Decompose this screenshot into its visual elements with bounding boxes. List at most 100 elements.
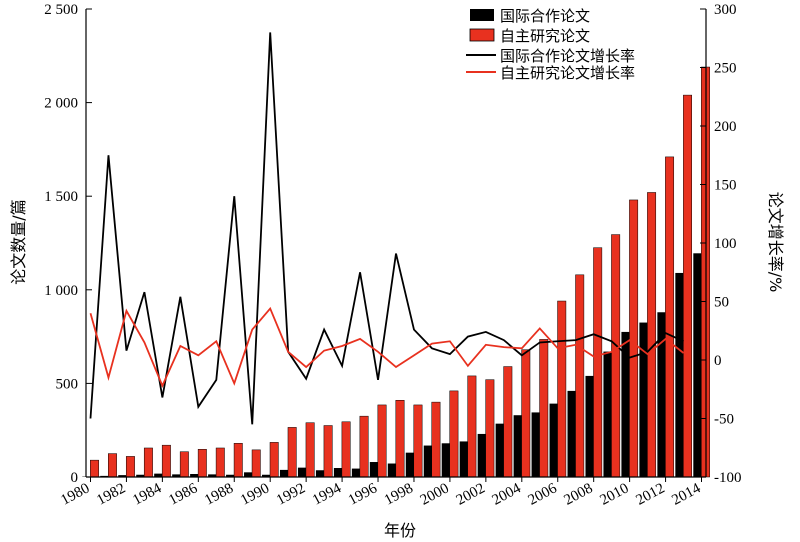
x-tick-label-2004: 2004 — [490, 480, 524, 508]
bar-intl-1984 — [154, 473, 163, 477]
bar-own-1982 — [125, 456, 135, 478]
x-tick-label-1984: 1984 — [130, 480, 164, 508]
x-tick-label-2012: 2012 — [633, 480, 667, 508]
bar-own-1986 — [197, 449, 207, 478]
bar-own-2003 — [503, 366, 513, 478]
bar-intl-2004 — [513, 415, 522, 477]
bar-own-1994 — [341, 421, 351, 478]
y-left-tick-label-2000: 2 000 — [44, 96, 78, 112]
y-right-tick-label-200: 200 — [714, 119, 737, 135]
legend: 国际合作论文 自主研究论文 国际合作论文增长率 自主研究论文增长率 — [466, 7, 635, 82]
bar-own-2005 — [539, 339, 549, 478]
line-intl-growth — [89, 32, 684, 425]
bar-own-2000 — [449, 390, 459, 478]
x-tick-label-2014: 2014 — [669, 480, 703, 508]
x-tick-label-2010: 2010 — [598, 480, 632, 508]
bar-intl-2005 — [531, 412, 540, 477]
x-tick-label-2008: 2008 — [562, 480, 596, 508]
bar-own-1987 — [215, 447, 225, 478]
y-right-tick-label--100: -100 — [714, 470, 742, 486]
bars-layer — [82, 66, 710, 478]
bar-intl-1998 — [405, 452, 415, 477]
bar-own-1991 — [287, 427, 297, 478]
legend-label-own-growth: 自主研究论文增长率 — [500, 64, 635, 82]
legend-label-intl-growth: 国际合作论文增长率 — [500, 47, 635, 65]
bar-intl-1986 — [190, 474, 199, 477]
bar-intl-2000 — [441, 443, 451, 477]
bar-own-2011 — [647, 192, 657, 478]
bar-intl-2010 — [621, 331, 630, 477]
x-tick-label-1980: 1980 — [58, 480, 92, 508]
y-left-tick-label-500: 500 — [56, 376, 79, 392]
y-right-tick-label-150: 150 — [714, 178, 737, 194]
bar-intl-1995 — [351, 468, 361, 477]
bar-own-1999 — [431, 401, 441, 478]
line-own-growth — [89, 306, 685, 389]
bar-intl-1997 — [387, 463, 397, 477]
bar-intl-2001 — [459, 441, 469, 477]
bar-intl-1985 — [172, 474, 181, 477]
bar-intl-2003 — [495, 423, 505, 477]
y-left-tick-label-2500: 2 500 — [44, 2, 78, 18]
bar-intl-1987 — [208, 474, 217, 477]
bar-own-1993 — [323, 425, 333, 478]
bar-intl-1996 — [369, 462, 379, 477]
bar-own-1992 — [305, 422, 315, 478]
y-right-tick-label-300: 300 — [714, 2, 737, 18]
bar-intl-1990 — [262, 474, 271, 477]
bar-own-1989 — [251, 449, 261, 478]
bar-own-2007 — [575, 274, 585, 478]
bar-own-1985 — [179, 451, 189, 478]
bar-own-2004 — [521, 349, 531, 478]
bar-own-2001 — [467, 375, 477, 478]
bar-own-1981 — [108, 453, 117, 478]
bar-own-2010 — [629, 199, 639, 478]
y-left-tick-label-1500: 1 500 — [44, 189, 78, 205]
bar-intl-1989 — [244, 472, 253, 477]
bar-own-2002 — [485, 379, 495, 478]
bar-intl-1988 — [226, 474, 235, 477]
bar-intl-2008 — [585, 375, 594, 477]
x-tick-label-1998: 1998 — [382, 480, 416, 508]
bar-own-1984 — [161, 444, 171, 478]
bar-own-1988 — [233, 443, 243, 478]
bar-own-2013 — [683, 94, 692, 478]
lines-layer — [89, 32, 685, 425]
x-tick-label-1992: 1992 — [274, 480, 308, 508]
legend-swatch-own-papers — [469, 28, 495, 42]
x-tick-label-1994: 1994 — [310, 480, 344, 508]
legend-label-own-papers: 自主研究论文 — [500, 27, 590, 45]
y-right-tick-label-100: 100 — [714, 236, 737, 252]
y-right-tick-label-0: 0 — [714, 353, 722, 369]
bar-intl-2012 — [657, 312, 666, 477]
bar-intl-2014 — [693, 253, 702, 477]
y-right-tick-label-250: 250 — [714, 61, 737, 77]
y-left-tick-label-1000: 1 000 — [44, 283, 78, 299]
bar-own-2008 — [593, 247, 603, 478]
bar-intl-1992 — [297, 467, 307, 477]
bar-intl-2002 — [477, 433, 487, 477]
x-tick-label-1988: 1988 — [202, 480, 236, 508]
x-tick-label-1996: 1996 — [346, 480, 380, 508]
bar-own-2012 — [665, 156, 675, 478]
bar-intl-2009 — [603, 351, 612, 477]
axes-layer — [85, 8, 707, 482]
bar-intl-1993 — [315, 470, 325, 477]
x-tick-label-1990: 1990 — [238, 480, 272, 508]
y-left-tick-label-0: 0 — [71, 470, 79, 486]
bar-own-2009 — [611, 234, 621, 478]
bar-own-1983 — [143, 447, 153, 478]
y-left-axis-title: 论文数量/篇 — [9, 199, 28, 284]
y-right-tick-label-50: 50 — [714, 295, 729, 311]
x-axis-title: 年份 — [384, 521, 416, 540]
bar-intl-1999 — [423, 445, 433, 477]
bar-own-2006 — [557, 300, 567, 478]
bar-intl-2013 — [675, 272, 684, 477]
bar-own-1980 — [90, 459, 99, 478]
bar-own-1997 — [395, 400, 405, 478]
x-tick-label-2006: 2006 — [526, 480, 560, 508]
bar-own-1998 — [413, 404, 423, 478]
y-right-axis-title: 论文增长率/% — [766, 192, 785, 293]
x-tick-label-2002: 2002 — [454, 480, 488, 508]
